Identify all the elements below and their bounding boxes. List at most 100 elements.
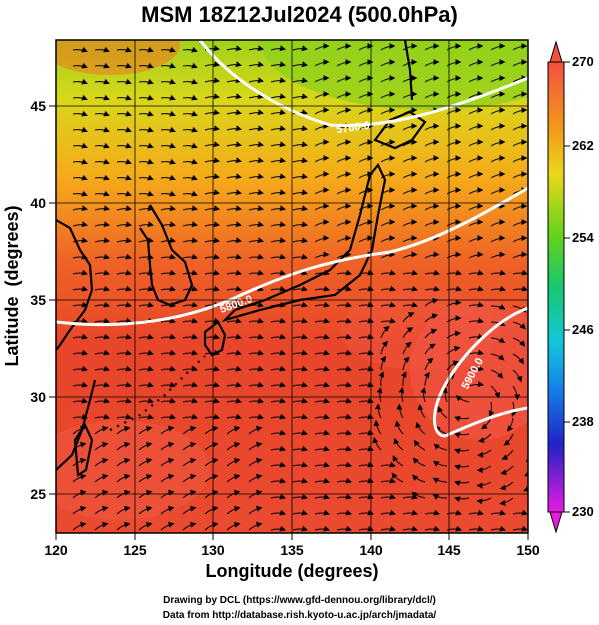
streamline-arrow bbox=[292, 509, 308, 516]
streamline-arrow bbox=[358, 477, 374, 484]
streamline-arrow bbox=[511, 401, 517, 417]
streamline-arrow bbox=[535, 46, 548, 50]
streamline-arrow bbox=[468, 187, 484, 195]
streamline-arrow bbox=[468, 59, 484, 67]
streamline-arrow bbox=[226, 93, 242, 100]
streamline-arrow bbox=[226, 205, 242, 212]
streamline-arrow bbox=[402, 43, 418, 51]
streamline-arrow bbox=[292, 61, 308, 68]
streamline-arrow bbox=[160, 457, 175, 467]
streamline-arrow bbox=[248, 457, 263, 467]
honshu-coastline bbox=[221, 162, 387, 323]
streamline-arrow bbox=[72, 333, 88, 340]
streamline-arrow bbox=[138, 457, 153, 467]
streamline-arrow bbox=[535, 370, 541, 383]
streamline-arrow bbox=[94, 190, 110, 197]
streamline-arrow bbox=[160, 142, 176, 149]
streamline-arrow bbox=[490, 171, 506, 179]
streamline-arrow bbox=[512, 525, 528, 532]
streamline-arrow bbox=[490, 251, 506, 259]
streamline-arrow bbox=[490, 155, 506, 163]
streamline-arrow bbox=[94, 333, 110, 340]
streamline-arrow bbox=[535, 273, 549, 274]
streamline-arrow bbox=[512, 285, 528, 292]
streamline-arrow bbox=[72, 349, 88, 356]
streamline-arrow bbox=[535, 206, 548, 210]
height-contours bbox=[56, 40, 528, 438]
streamline-arrow bbox=[94, 62, 110, 69]
streamline-arrow bbox=[402, 356, 410, 371]
streamline-arrow bbox=[535, 529, 549, 530]
streamline-arrow bbox=[380, 269, 396, 276]
streamline-arrow bbox=[116, 269, 132, 276]
ryukyu-islands bbox=[109, 355, 206, 431]
streamline-arrow bbox=[488, 401, 495, 417]
streamline-arrow bbox=[182, 365, 198, 372]
streamline-arrow bbox=[446, 107, 462, 115]
streamline-arrow bbox=[446, 509, 462, 516]
streamline-arrow bbox=[248, 109, 264, 116]
streamline-arrow bbox=[270, 493, 286, 500]
streamline-arrow bbox=[402, 91, 418, 99]
streamline-arrow bbox=[116, 333, 132, 340]
streamline-arrow bbox=[535, 78, 548, 82]
streamline-arrow bbox=[204, 93, 220, 100]
colorbar-tick-label: 230 bbox=[572, 504, 594, 519]
streamline-arrow bbox=[204, 425, 219, 435]
streamline-arrow bbox=[292, 333, 308, 340]
streamline-arrow bbox=[535, 338, 545, 348]
streamline-arrow bbox=[446, 235, 462, 243]
streamline-arrow bbox=[314, 525, 330, 532]
streamline-arrow bbox=[424, 123, 440, 131]
streamline-arrow bbox=[72, 285, 88, 292]
streamline-arrow bbox=[160, 413, 176, 420]
streamline-arrow bbox=[116, 425, 131, 435]
streamline-arrow bbox=[292, 93, 308, 100]
streamline-arrow bbox=[182, 46, 198, 53]
streamline-arrow bbox=[160, 253, 176, 260]
streamline-arrow bbox=[535, 62, 548, 66]
streamline-arrow bbox=[506, 417, 514, 432]
streamline-arrow bbox=[499, 497, 514, 506]
streamline-arrow bbox=[446, 219, 462, 227]
streamline-arrow bbox=[446, 155, 462, 163]
streamline-arrow bbox=[292, 45, 308, 52]
streamline-arrow bbox=[336, 75, 352, 83]
streamline-arrow bbox=[182, 190, 198, 197]
streamline-arrow bbox=[512, 509, 528, 516]
streamline-arrow bbox=[446, 43, 462, 51]
streamline-arrow bbox=[490, 91, 506, 99]
streamline-arrow bbox=[248, 269, 264, 276]
streamline-arrow bbox=[182, 521, 197, 531]
streamline-arrow bbox=[402, 235, 418, 243]
streamline-arrow bbox=[512, 203, 528, 211]
streamline-arrow bbox=[182, 397, 198, 404]
streamline-arrow bbox=[116, 473, 131, 483]
streamline-arrow bbox=[94, 441, 109, 451]
streamline-arrow bbox=[116, 349, 132, 356]
streamline-arrow bbox=[358, 365, 374, 372]
streamline-arrow bbox=[358, 381, 374, 388]
streamline-arrow bbox=[248, 365, 264, 372]
streamline-arrow bbox=[270, 269, 286, 276]
streamline-arrow bbox=[160, 110, 176, 117]
streamline-arrow bbox=[446, 139, 462, 147]
streamline-arrow bbox=[446, 75, 462, 83]
streamline-arrow bbox=[476, 481, 492, 489]
streamline-arrow bbox=[314, 91, 330, 99]
streamline-arrow bbox=[468, 155, 484, 163]
streamline-arrow bbox=[512, 251, 528, 259]
streamline-arrow bbox=[446, 299, 462, 307]
colorbar-tick-label: 262 bbox=[572, 138, 594, 153]
streamline-arrow bbox=[358, 493, 374, 500]
streamline-arrow bbox=[226, 173, 242, 180]
streamline-arrow bbox=[336, 91, 352, 99]
streamline-arrow bbox=[512, 139, 528, 147]
streamline-arrow bbox=[72, 221, 88, 228]
streamline-arrow bbox=[512, 235, 528, 243]
streamline-arrow bbox=[270, 61, 286, 68]
streamline-arrow bbox=[94, 94, 110, 101]
streamline-arrow bbox=[116, 142, 132, 149]
streamline-arrow bbox=[503, 433, 514, 446]
colorbar-tick-label: 238 bbox=[572, 414, 594, 429]
